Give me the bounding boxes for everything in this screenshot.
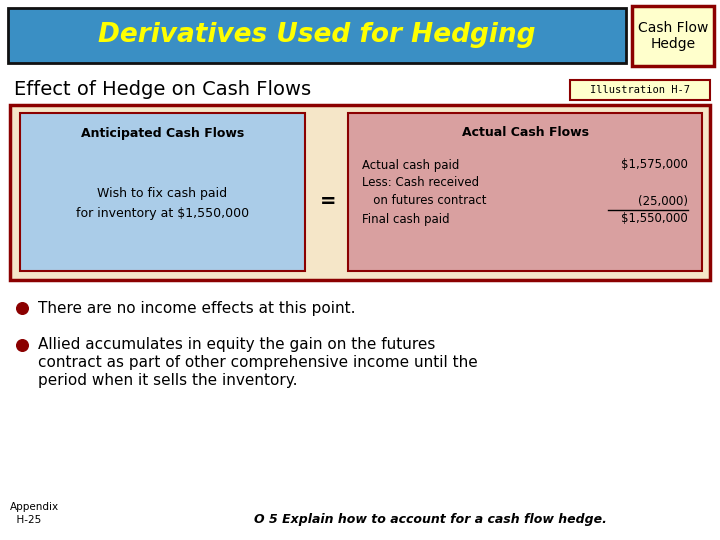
- Text: Final cash paid: Final cash paid: [362, 213, 449, 226]
- Text: H-25: H-25: [10, 515, 41, 525]
- Text: Wish to fix cash paid
for inventory at $1,550,000: Wish to fix cash paid for inventory at $…: [76, 186, 249, 219]
- Text: period when it sells the inventory.: period when it sells the inventory.: [38, 374, 297, 388]
- Text: Actual Cash Flows: Actual Cash Flows: [462, 126, 588, 139]
- Text: There are no income effects at this point.: There are no income effects at this poin…: [38, 300, 356, 315]
- FancyBboxPatch shape: [8, 8, 626, 63]
- Text: =: =: [320, 192, 336, 211]
- FancyBboxPatch shape: [10, 105, 710, 280]
- FancyBboxPatch shape: [632, 6, 714, 66]
- Text: Cash Flow
Hedge: Cash Flow Hedge: [638, 21, 708, 51]
- Text: Derivatives Used for Hedging: Derivatives Used for Hedging: [98, 23, 536, 49]
- Text: Anticipated Cash Flows: Anticipated Cash Flows: [81, 126, 244, 139]
- Text: Less: Cash received: Less: Cash received: [362, 177, 479, 190]
- Text: Appendix: Appendix: [10, 502, 59, 512]
- Text: (25,000): (25,000): [638, 194, 688, 207]
- Point: [17, 341, 28, 349]
- Text: Actual cash paid: Actual cash paid: [362, 159, 459, 172]
- FancyBboxPatch shape: [348, 113, 702, 271]
- FancyBboxPatch shape: [570, 80, 710, 100]
- Text: $1,550,000: $1,550,000: [621, 213, 688, 226]
- Text: O 5 Explain how to account for a cash flow hedge.: O 5 Explain how to account for a cash fl…: [253, 514, 606, 526]
- Text: Allied accumulates in equity the gain on the futures: Allied accumulates in equity the gain on…: [38, 338, 436, 353]
- Point: [17, 303, 28, 312]
- Text: Effect of Hedge on Cash Flows: Effect of Hedge on Cash Flows: [14, 80, 311, 99]
- Text: contract as part of other comprehensive income until the: contract as part of other comprehensive …: [38, 355, 478, 370]
- Text: Illustration H-7: Illustration H-7: [590, 85, 690, 95]
- Text: on futures contract: on futures contract: [362, 194, 487, 207]
- FancyBboxPatch shape: [20, 113, 305, 271]
- Text: $1,575,000: $1,575,000: [621, 159, 688, 172]
